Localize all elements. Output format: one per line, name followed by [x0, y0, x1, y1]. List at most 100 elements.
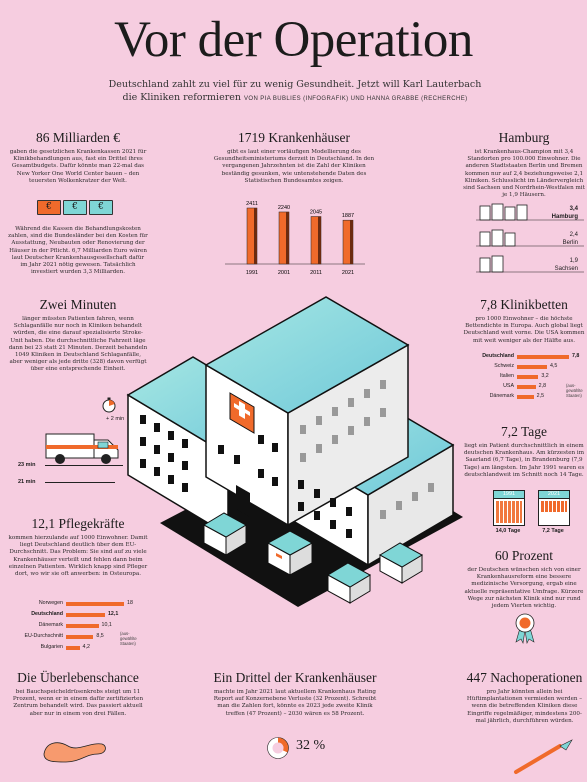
pflege-text: kommen hierzulande auf 1000 Einwohner. D… — [8, 535, 148, 578]
milliarden-text-2: Während die Kassen die Behandlungskosten… — [8, 226, 148, 276]
pflege-section: 12,1 Pflegekräfte kommen hierzulande auf… — [8, 516, 148, 578]
donut-outline — [267, 737, 289, 759]
minuten-text: länger müssten Patienten fahren, wenn Sc… — [8, 316, 148, 373]
bar-label: EU-Durchschnitt — [24, 633, 63, 639]
klinikbetten-bar-chart: Deutschland 7,8 Schweiz 4,5 Italien 3,2 USA 2,8… — [462, 352, 587, 414]
hamburg-section: Hamburg ist Krankenhaus-Champion mit 3,4… — [462, 130, 586, 199]
calendar-year: 2021 — [539, 491, 569, 499]
minuten-heading: Zwei Minuten — [39, 297, 117, 312]
drittel-heading: Ein Drittel der Krankenhäuser — [213, 670, 377, 685]
tick-label: 2021 — [342, 270, 354, 276]
drittel-percent: 32 % — [296, 738, 326, 753]
klinikbetten-heading: 7,8 Klinikbetten — [480, 297, 568, 312]
page-title: Vor der Operation — [114, 12, 473, 68]
bar-value: 4,2 — [82, 644, 90, 650]
prozent60-heading: 60 Prozent — [494, 548, 554, 563]
plus-two-min: + 2 min — [106, 416, 125, 422]
tick-label: 2001 — [278, 270, 290, 276]
scalpel-icon — [514, 739, 573, 774]
bar — [66, 613, 105, 617]
data-label: 2045 — [310, 210, 322, 216]
calendar-icon: 1991 — [493, 490, 525, 526]
bar — [66, 624, 99, 628]
ueberleben-text: bei Bauchspeicheldrüsenkrebs steigt um 1… — [12, 689, 144, 717]
bar — [517, 355, 569, 359]
tick-label: 1991 — [246, 270, 258, 276]
banknote-icon: € — [37, 200, 61, 215]
bar-value: 4,5 — [550, 363, 558, 369]
banknote-icon: € — [89, 200, 113, 215]
hamburg-heading: Hamburg — [498, 130, 550, 145]
time-21: 21 min — [18, 479, 36, 485]
stopwatch-icon — [102, 397, 116, 413]
ueberleben-section: Die Überlebenschance bei Bauchspeicheldr… — [8, 670, 148, 718]
bar-value: 2,5 — [536, 393, 545, 399]
bar-label: Bulgarien — [40, 644, 63, 650]
bar — [66, 646, 80, 650]
tage-heading: 7,2 Tage — [500, 424, 548, 439]
bar — [517, 365, 547, 369]
drittel-section: Ein Drittel der Krankenhäuser machte im … — [210, 670, 380, 718]
klinikbetten-section: 7,8 Klinikbetten pro 1000 Einwohner – di… — [462, 297, 586, 345]
drittel-text: machte im Jahr 2021 laut aktuellem Krank… — [213, 689, 377, 717]
bar-shade — [286, 211, 289, 264]
bar — [517, 385, 536, 389]
bar-label: Dänemark — [38, 622, 63, 628]
hamburg-row: 3,4 Hamburg — [551, 206, 578, 220]
credit: VON PIA BUBLIES (INFOGRAFIK) UND HANNA G… — [244, 96, 468, 102]
prozent60-section: 60 Prozent der Deutschen wünschen sich v… — [462, 548, 586, 610]
calendar-label: 14,0 Tage — [495, 528, 521, 534]
minuten-section: Zwei Minuten länger müssten Patienten fa… — [8, 297, 148, 374]
data-label: 1887 — [342, 213, 354, 219]
calendar-label: 7,2 Tage — [542, 528, 564, 534]
krankenhaeuser-heading: 1719 Krankenhäuser — [237, 130, 351, 145]
bar-value: 3,2 — [541, 373, 549, 379]
nachop-section: 447 Nachoperationen pro Jahr könnten all… — [462, 670, 587, 725]
tage-section: 7,2 Tage liegt ein Patient durchschnittl… — [462, 424, 586, 479]
bar-value: 7,8 — [572, 353, 580, 359]
krankenhaeuser-text: gibt es laut einer vorläufigen Modellier… — [213, 149, 375, 184]
bar-value: 2,8 — [538, 383, 547, 389]
data-label: 2240 — [278, 205, 290, 211]
pflege-note: (aus-gewählte Staaten) — [120, 631, 137, 646]
bar-value: 12,1 — [107, 611, 119, 617]
bar-label: USA — [503, 383, 514, 389]
bar-label: Deutschland — [482, 353, 514, 359]
bar — [517, 395, 534, 399]
drittel-donut-icon — [267, 737, 289, 759]
bar-label: Schweiz — [494, 363, 514, 369]
ueberleben-heading: Die Überlebenschance — [17, 670, 139, 685]
hamburg-text: ist Krankenhaus-Champion mit 3,4 Standor… — [463, 149, 585, 199]
tage-text: liegt ein Patient durchschnittlich in ei… — [463, 443, 585, 478]
milliarden-text-1: gaben die gesetzlichen Krankenkassen 202… — [9, 149, 147, 184]
prozent60-text: der Deutschen wünschen sich von einer Kr… — [464, 567, 584, 610]
bar-shade — [318, 216, 321, 264]
page-subtitle: Deutschland zahlt zu viel für zu wenig G… — [60, 78, 530, 106]
subtitle-line-2: die Kliniken reformieren — [122, 92, 241, 103]
arrow-line — [45, 482, 115, 483]
bar-label: Italien — [499, 373, 514, 379]
krankenhaeuser-bar-chart: 2411 1991 2240 2001 2045 2011 1887 2021 — [225, 201, 365, 276]
donut-slice — [277, 737, 289, 753]
bar-label: Norwegen — [38, 600, 63, 606]
bar-shade — [254, 208, 257, 264]
klinikbetten-note: (aus-gewählte Staaten) — [566, 383, 583, 398]
milliarden-section: 86 Milliarden € gaben die gesetzlichen K… — [8, 130, 148, 185]
hamburg-row: 1,9 Sachsen — [554, 258, 578, 272]
hamburg-row: 2,4 Berlin — [562, 232, 578, 246]
award-ribbon-icon — [515, 613, 535, 644]
pflege-heading: 12,1 Pflegekräfte — [31, 516, 125, 531]
pancreas-icon — [43, 742, 106, 763]
nachop-text: pro Jahr könnten allein bei Hüftimplanta… — [466, 689, 583, 724]
tick-label: 2011 — [310, 270, 322, 276]
ambulance-icon — [45, 433, 119, 464]
bar-label: Dänemark — [489, 393, 514, 399]
time-23: 23 min — [18, 462, 36, 468]
klinikbetten-text: pro 1000 Einwohner – die höchste Bettend… — [463, 316, 585, 344]
bar — [517, 375, 539, 379]
calendar-year: 1991 — [494, 491, 524, 499]
calendar-icon: 2021 — [538, 490, 570, 526]
bar-value: 18 — [127, 600, 133, 606]
hospital-illustration — [126, 296, 463, 607]
bar — [66, 602, 124, 606]
